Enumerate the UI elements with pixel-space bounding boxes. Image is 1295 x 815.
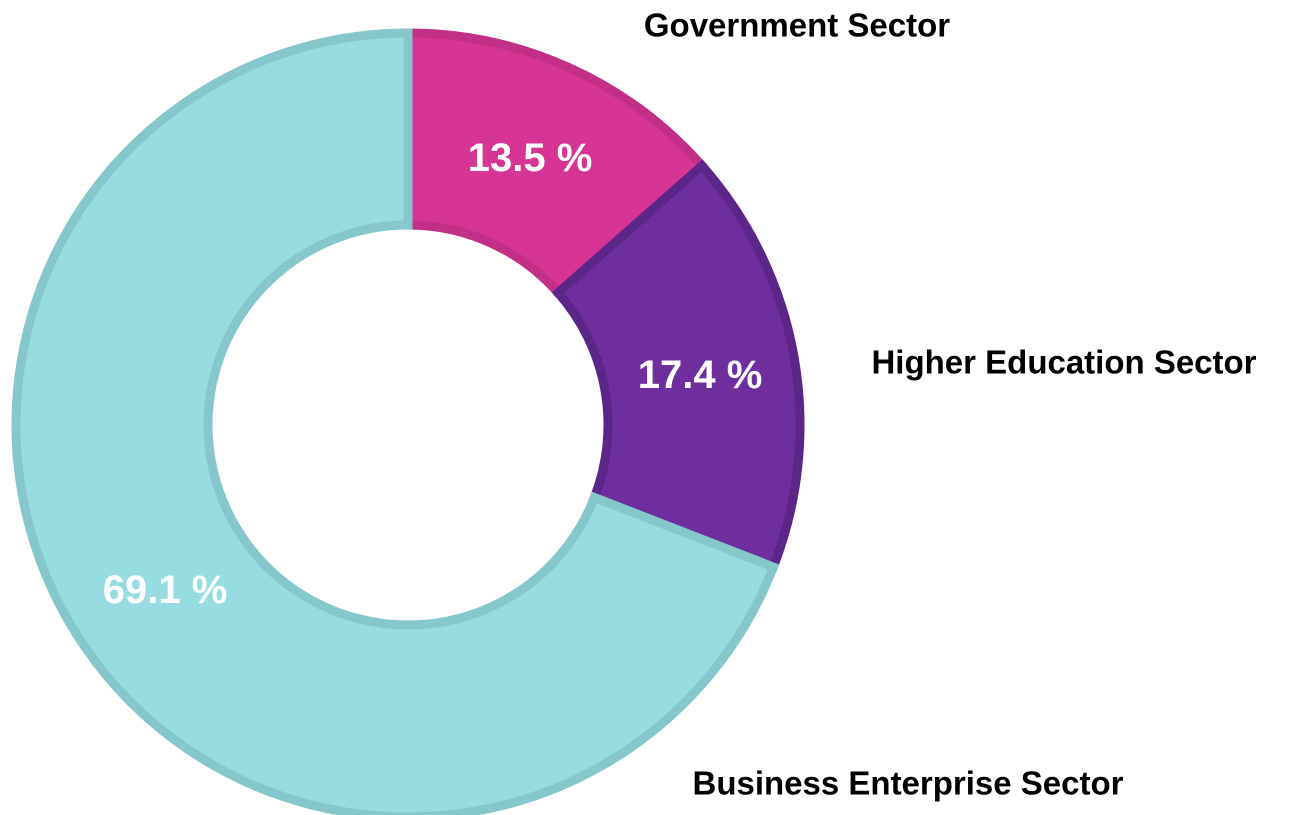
value-label-business-enterprise: 69.1 % [103, 568, 228, 612]
value-label-government: 13.5 % [468, 136, 593, 180]
slice-higher-education [551, 159, 805, 573]
category-label-government: Government Sector [644, 7, 950, 44]
donut-slices [11, 28, 805, 815]
slice-business-enterprise [11, 28, 780, 815]
category-label-business-enterprise: Business Enterprise Sector [693, 765, 1124, 802]
value-label-higher-education: 17.4 % [638, 353, 763, 397]
category-label-higher-education: Higher Education Sector [871, 344, 1256, 381]
